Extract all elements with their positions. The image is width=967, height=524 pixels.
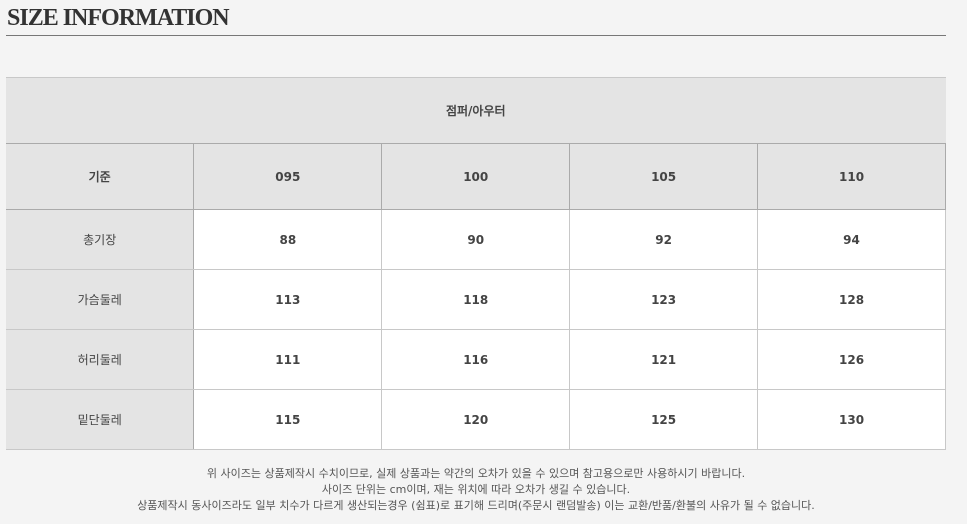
header-cell: 110	[757, 143, 946, 210]
table-cell: 118	[381, 269, 571, 330]
size-notes: 위 사이즈는 상품제작시 수치이므로, 실제 상품과는 약간의 오차가 있을 수…	[0, 466, 952, 514]
row-label: 밑단둘레	[6, 389, 195, 450]
table-cell: 123	[569, 269, 759, 330]
title-divider	[6, 35, 946, 36]
table-row: 허리둘레 111 116 121 126	[6, 329, 946, 390]
header-row: 기준 095 100 105 110	[6, 143, 946, 210]
page-title: SIZE INFORMATION	[7, 5, 230, 31]
table-cell: 126	[757, 329, 946, 390]
header-cell: 기준	[6, 143, 195, 210]
table-cell: 121	[569, 329, 759, 390]
table-cell: 130	[757, 389, 946, 450]
note-line: 상품제작시 동사이즈라도 일부 치수가 다르게 생산되는경우 (쉼표)로 표기해…	[137, 499, 815, 512]
header-cell: 105	[569, 143, 759, 210]
table-cell: 116	[381, 329, 571, 390]
table-cell: 120	[381, 389, 571, 450]
table-cell: 94	[757, 209, 946, 270]
table-caption: 점퍼/아우터	[6, 77, 946, 144]
row-label: 가슴둘레	[6, 269, 195, 330]
table-row: 밑단둘레 115 120 125 130	[6, 389, 946, 450]
note-line: 위 사이즈는 상품제작시 수치이므로, 실제 상품과는 약간의 오차가 있을 수…	[206, 467, 746, 480]
table-cell: 113	[193, 269, 383, 330]
row-label: 허리둘레	[6, 329, 195, 390]
table-cell: 92	[569, 209, 759, 270]
note-line: 사이즈 단위는 cm이며, 재는 위치에 따라 오차가 생길 수 있습니다.	[321, 483, 631, 496]
table-cell: 115	[193, 389, 383, 450]
table-cell: 90	[381, 209, 571, 270]
header-cell: 095	[193, 143, 383, 210]
table-row: 총기장 88 90 92 94	[6, 209, 946, 270]
table-cell: 128	[757, 269, 946, 330]
size-table: 점퍼/아우터 기준 095 100 105 110 총기장 88 90 92 9…	[6, 77, 946, 450]
table-cell: 111	[193, 329, 383, 390]
header-cell: 100	[381, 143, 571, 210]
table-cell: 125	[569, 389, 759, 450]
table-row: 가슴둘레 113 118 123 128	[6, 269, 946, 330]
table-cell: 88	[193, 209, 383, 270]
row-label: 총기장	[6, 209, 195, 270]
